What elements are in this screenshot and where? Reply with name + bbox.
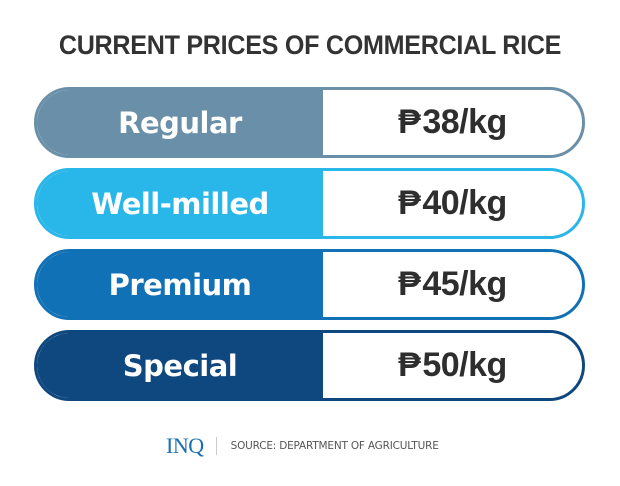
- inq-logo: INQ: [166, 433, 204, 458]
- price-text: 50/kg: [422, 346, 507, 384]
- price-row-regular: Regular ₱ 38/kg: [34, 87, 585, 158]
- rice-type-label: Regular: [37, 90, 323, 155]
- rice-type-label: Well-milled: [37, 171, 323, 236]
- divider: [215, 437, 217, 455]
- price-row-special: Special ₱ 50/kg: [34, 330, 585, 401]
- price-text: 40/kg: [422, 184, 507, 222]
- infographic-title: CURRENT PRICES OF COMMERCIAL RICE: [58, 30, 562, 60]
- rice-type-label: Premium: [37, 252, 323, 317]
- peso-icon: ₱: [398, 265, 421, 303]
- price-value: ₱ 38/kg: [323, 90, 582, 155]
- peso-icon: ₱: [398, 346, 421, 384]
- price-row-premium: Premium ₱ 45/kg: [34, 249, 585, 320]
- price-text: 38/kg: [422, 103, 507, 141]
- price-value: ₱ 50/kg: [323, 333, 582, 398]
- peso-icon: ₱: [398, 184, 421, 222]
- price-text: 45/kg: [422, 265, 507, 303]
- source-text: SOURCE: DEPARTMENT OF AGRICULTURE: [230, 440, 439, 452]
- rice-type-label: Special: [37, 333, 323, 398]
- peso-icon: ₱: [398, 103, 421, 141]
- footer: INQ SOURCE: DEPARTMENT OF AGRICULTURE: [166, 433, 439, 458]
- price-row-well-milled: Well-milled ₱ 40/kg: [34, 168, 585, 239]
- price-value: ₱ 40/kg: [323, 171, 582, 236]
- price-value: ₱ 45/kg: [323, 252, 582, 317]
